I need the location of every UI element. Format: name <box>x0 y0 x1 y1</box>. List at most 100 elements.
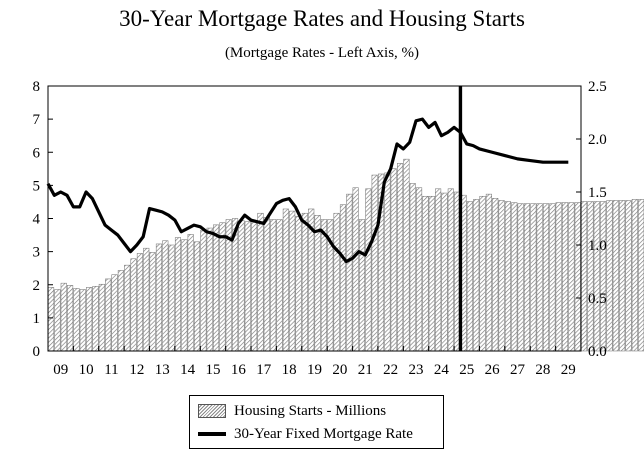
right-axis-tick-label: 0.0 <box>588 344 607 360</box>
housing-starts-bar <box>206 227 213 352</box>
housing-starts-bar <box>79 289 86 352</box>
mortgage-rate-line <box>46 117 569 264</box>
housing-starts-bar <box>479 195 486 352</box>
housing-starts-bar <box>530 203 537 352</box>
left-axis-tick-label: 8 <box>33 79 41 95</box>
x-axis-tick-label: 22 <box>383 362 398 378</box>
housing-starts-bar <box>416 187 423 352</box>
housing-starts-bar <box>130 258 137 352</box>
legend-label-housing-starts: Housing Starts - Millions <box>234 402 387 419</box>
housing-starts-bar <box>251 221 258 352</box>
housing-starts-bar <box>631 199 638 352</box>
left-axis-tick-label: 4 <box>33 212 41 228</box>
housing-starts-bar <box>593 201 600 352</box>
housing-starts-bar <box>542 203 550 352</box>
housing-starts-bar <box>187 234 194 352</box>
housing-starts-bar <box>174 237 181 352</box>
housing-starts-bar <box>403 158 410 352</box>
x-axis-tick-label: 11 <box>104 362 118 378</box>
x-axis-tick-label: 12 <box>129 362 144 378</box>
housing-starts-bar <box>60 282 67 352</box>
housing-starts-bar <box>92 286 99 352</box>
housing-starts-bar <box>143 247 150 352</box>
housing-starts-bar <box>270 219 277 352</box>
legend-label-mortgage-rate: 30-Year Fixed Mortgage Rate <box>234 425 413 442</box>
housing-starts-bar <box>314 215 321 352</box>
housing-starts-bar <box>581 201 588 352</box>
legend-item-mortgage-rate: 30-Year Fixed Mortgage Rate <box>198 424 413 444</box>
housing-starts-bar <box>105 278 112 352</box>
housing-starts-bar <box>149 252 156 352</box>
housing-starts-bar <box>606 200 613 352</box>
housing-starts-bar <box>409 183 416 352</box>
x-axis-tick-label: 25 <box>459 362 474 378</box>
legend-swatch-line <box>198 432 226 436</box>
housing-starts-bar <box>136 253 143 352</box>
housing-starts-bar <box>466 201 473 352</box>
housing-starts-bar <box>562 202 569 352</box>
x-axis-tick-label: 27 <box>510 362 526 378</box>
right-axis: 0.0 0.5 1.0 1.5 2.0 2.5 <box>576 79 607 360</box>
right-axis-tick-label: 0.5 <box>588 291 607 307</box>
housing-starts-bar <box>67 285 74 352</box>
housing-starts-bar <box>168 244 175 352</box>
housing-starts-bar <box>111 274 118 352</box>
housing-starts-bar <box>568 202 575 352</box>
housing-starts-bar <box>511 202 518 352</box>
housing-starts-bar <box>619 200 626 352</box>
housing-starts-bar <box>117 270 124 352</box>
housing-starts-bar <box>73 288 80 352</box>
mortgage-rate-layer <box>46 86 569 351</box>
housing-starts-bar <box>282 208 289 352</box>
x-axis-tick-label: 16 <box>231 362 247 378</box>
housing-starts-bar <box>213 224 220 352</box>
x-axis-tick-label: 15 <box>205 362 220 378</box>
legend-item-housing-starts: Housing Starts - Millions <box>198 401 386 421</box>
housing-starts-bar <box>523 203 530 352</box>
left-axis-tick-label: 7 <box>33 112 41 128</box>
housing-starts-bar <box>295 216 302 352</box>
left-axis: 0 1 2 3 4 5 6 7 8 <box>33 79 53 360</box>
housing-starts-bar <box>587 201 594 352</box>
x-axis-tick-label: 19 <box>307 362 322 378</box>
right-axis-tick-label: 1.5 <box>588 185 607 201</box>
chart-subtitle: (Mortgage Rates - Left Axis, %) <box>224 45 420 61</box>
housing-starts-bar <box>98 283 105 352</box>
housing-starts-bar <box>574 202 581 352</box>
housing-starts-bar <box>162 240 169 352</box>
housing-starts-bar <box>155 243 162 352</box>
x-axis-tick-label: 23 <box>409 362 424 378</box>
housing-starts-bar <box>244 221 251 352</box>
legend-swatch-bars <box>198 404 226 418</box>
x-axis-tick-label: 21 <box>358 362 373 378</box>
housing-starts-bar <box>219 222 226 352</box>
left-axis-tick-label: 3 <box>33 245 41 261</box>
x-axis-tick-label: 18 <box>282 362 297 378</box>
left-axis-tick-label: 0 <box>33 344 41 360</box>
housing-starts-bar <box>612 200 619 352</box>
housing-starts-bar <box>86 287 93 352</box>
housing-starts-bar <box>257 212 264 352</box>
housing-starts-bar <box>625 200 632 352</box>
housing-starts-bar <box>473 199 480 352</box>
housing-starts-bar <box>536 203 543 352</box>
x-axis-tick-label: 28 <box>535 362 550 378</box>
housing-starts-bar <box>124 264 131 352</box>
x-axis-tick-label: 17 <box>256 362 272 378</box>
right-axis-tick-label: 2.0 <box>588 132 607 148</box>
legend: Housing Starts - Millions 30-Year Fixed … <box>189 395 444 449</box>
housing-starts-bar <box>428 195 435 352</box>
housing-starts-bars <box>48 158 644 352</box>
x-axis-tick-label: 14 <box>180 362 196 378</box>
housing-starts-bar <box>193 241 201 352</box>
left-axis-tick-label: 5 <box>33 178 41 194</box>
housing-starts-bar <box>238 220 245 352</box>
housing-starts-bar <box>441 192 448 352</box>
housing-starts-bar <box>48 287 55 352</box>
housing-starts-bar <box>263 217 270 352</box>
right-axis-tick-label: 1.0 <box>588 238 607 254</box>
housing-starts-bar <box>485 193 492 352</box>
left-axis-tick-label: 1 <box>33 311 41 327</box>
housing-starts-bar <box>447 188 454 352</box>
